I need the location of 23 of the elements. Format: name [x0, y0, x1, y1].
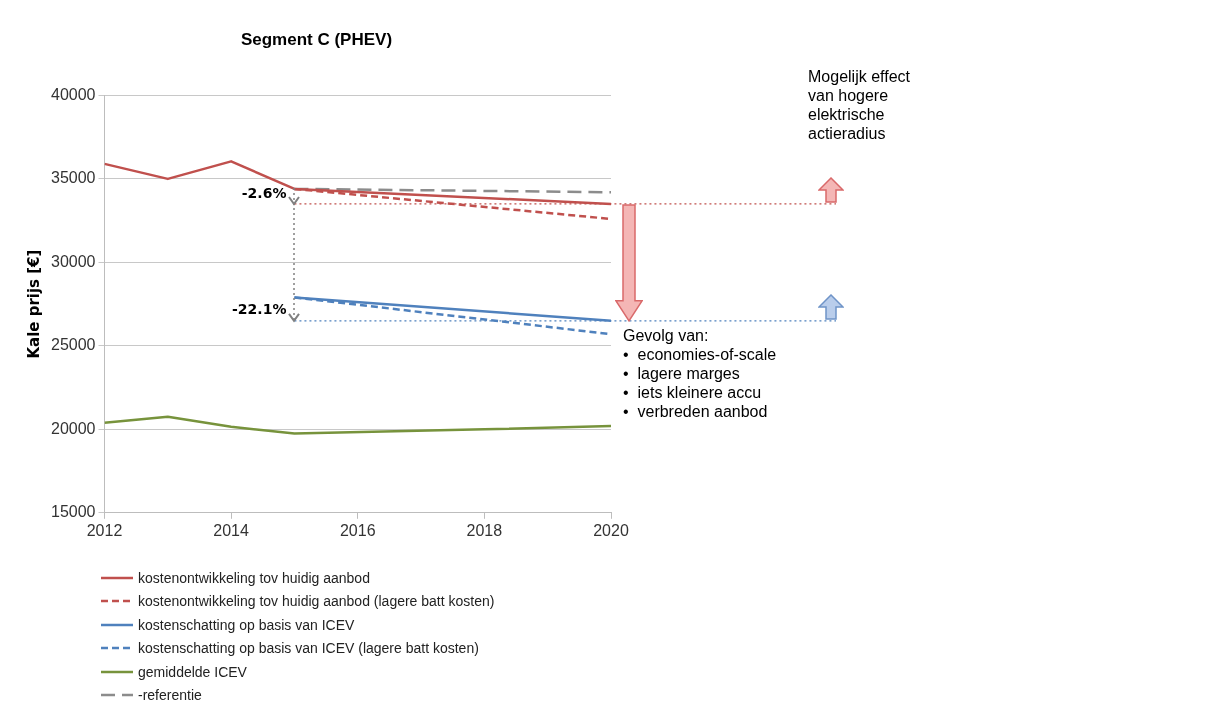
- annotation: -22.1%: [232, 301, 287, 318]
- y-tick-label: 35000: [50, 169, 96, 187]
- y-tick-label: 30000: [50, 252, 96, 270]
- legend-label: -referentie: [138, 687, 202, 704]
- legend-label: kostenontwikkeling tov huidig aanbod (lagere batt kosten): [138, 593, 495, 610]
- y-tick-label: 15000: [50, 503, 96, 521]
- x-tick-label: 2012: [86, 521, 123, 539]
- x-tick-label: 2016: [339, 521, 376, 539]
- y-tick-label: 25000: [50, 336, 96, 354]
- text: Mogelijk effect van hogere elektrische actieradius: [808, 67, 911, 142]
- chart-title: Segment C (PHEV): [240, 29, 393, 49]
- annotation: -2.6%: [241, 184, 287, 201]
- y-axis-title: Kale prijs [€]: [24, 249, 43, 359]
- y-tick-label: 20000: [50, 419, 96, 437]
- x-tick-label: 2018: [466, 521, 503, 539]
- legend-label: kostenschatting op basis van ICEV (lagere batt kosten): [138, 640, 479, 657]
- text: Gevolg van: • economies-of-scale • lagere marges • iets kleinere accu • verbreden aanbod: [623, 327, 777, 421]
- legend-label: gemiddelde ICEV: [138, 663, 247, 680]
- legend-label: kostenontwikkeling tov huidig aanbod: [138, 569, 370, 586]
- x-tick-label: 2020: [593, 521, 629, 539]
- x-tick-label: 2014: [213, 521, 250, 539]
- y-tick-label: 40000: [50, 85, 96, 103]
- legend-label: kostenschatting op basis van ICEV: [138, 616, 355, 633]
